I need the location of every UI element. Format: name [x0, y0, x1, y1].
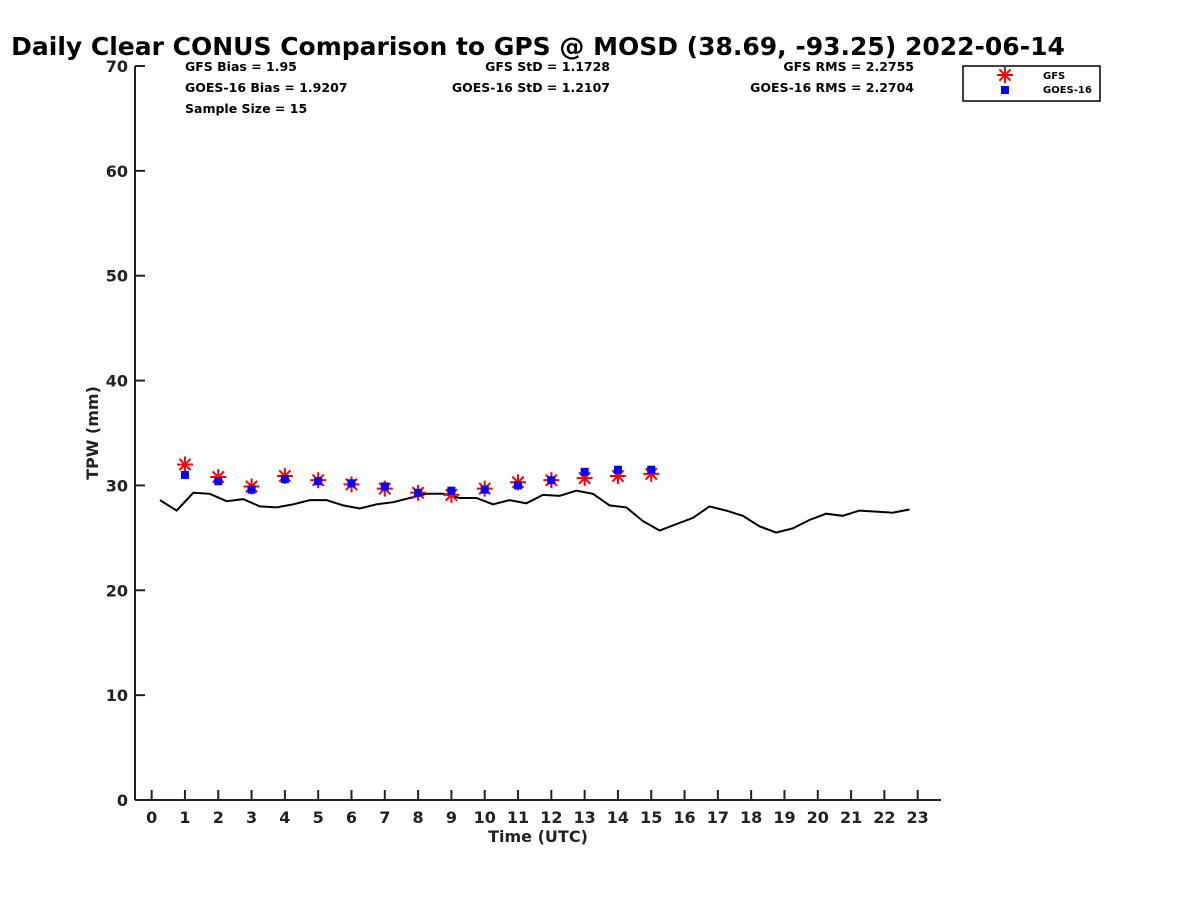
goes16-point — [314, 477, 323, 486]
y-tick-label: 70 — [106, 57, 128, 76]
goes-std-text: GOES-16 StD = 1.2107 — [452, 80, 610, 95]
goes16-point — [347, 479, 356, 488]
gfs-std-text: GFS StD = 1.1728 — [485, 59, 610, 74]
x-tick-label: 18 — [740, 808, 762, 827]
goes16-point — [214, 477, 223, 486]
x-axis-ticks: 0 1 2 3 4 5 6 7 8 9 10 11 12 13 14 15 16 17 18 19 20 21 22 23 — [146, 790, 929, 827]
y-tick-label: 30 — [106, 476, 128, 495]
goes16-point — [514, 481, 523, 490]
x-tick-label: 10 — [474, 808, 496, 827]
y-tick-label: 0 — [117, 791, 128, 810]
goes16-point — [380, 482, 389, 491]
x-tick-label: 16 — [673, 808, 695, 827]
y-tick-label: 10 — [106, 686, 128, 705]
y-axis-label: TPW (mm) — [83, 386, 102, 480]
x-tick-label: 12 — [540, 808, 562, 827]
y-tick-label: 50 — [106, 267, 128, 286]
x-tick-label: 23 — [907, 808, 929, 827]
x-tick-label: 2 — [213, 808, 224, 827]
x-tick-label: 21 — [840, 808, 862, 827]
x-tick-label: 1 — [179, 808, 190, 827]
gfs-bias-text: GFS Bias = 1.95 — [185, 59, 297, 74]
x-tick-label: 20 — [807, 808, 829, 827]
y-axis-ticks: 0 10 20 30 40 50 60 70 — [106, 57, 145, 810]
goes-bias-text: GOES-16 Bias = 1.9207 — [185, 80, 347, 95]
x-tick-label: 7 — [379, 808, 390, 827]
legend-gfs-label: GFS — [1043, 71, 1065, 82]
x-tick-label: 0 — [146, 808, 157, 827]
goes-rms-text: GOES-16 RMS = 2.2704 — [750, 80, 914, 95]
x-tick-label: 13 — [573, 808, 595, 827]
legend-gfs-marker — [997, 67, 1013, 83]
y-tick-label: 60 — [106, 162, 128, 181]
goes16-point — [480, 485, 489, 494]
chart-title: Daily Clear CONUS Comparison to GPS @ MO… — [11, 32, 1065, 61]
goes16-point — [547, 476, 556, 485]
goes16-point — [280, 475, 289, 484]
x-tick-label: 9 — [446, 808, 457, 827]
x-tick-label: 3 — [246, 808, 257, 827]
gfs-point — [176, 456, 193, 473]
legend-gfs-star — [997, 67, 1013, 83]
goes16-point — [247, 485, 256, 494]
x-tick-label: 4 — [279, 808, 290, 827]
gfs-rms-text: GFS RMS = 2.2755 — [783, 59, 914, 74]
x-tick-label: 19 — [773, 808, 795, 827]
x-tick-label: 6 — [346, 808, 357, 827]
legend: GFS GOES-16 — [962, 65, 1101, 102]
legend-box — [962, 65, 1101, 102]
x-tick-label: 22 — [873, 808, 895, 827]
goes16-series — [180, 465, 656, 497]
stats-block: GFS Bias = 1.95 GOES-16 Bias = 1.9207 Sa… — [185, 59, 914, 116]
x-axis-label: Time (UTC) — [488, 827, 588, 846]
goes16-point — [414, 488, 423, 497]
x-tick-label: 15 — [640, 808, 662, 827]
legend-goes16-label: GOES-16 — [1043, 85, 1092, 96]
goes16-point — [647, 465, 656, 474]
goes16-point — [180, 470, 189, 479]
legend-goes16-marker — [1001, 86, 1009, 94]
gps-series — [159, 489, 910, 534]
goes16-point — [613, 465, 622, 474]
x-tick-label: 11 — [507, 808, 529, 827]
sample-size-text: Sample Size = 15 — [185, 101, 307, 116]
goes16-point — [580, 467, 589, 476]
x-tick-label: 17 — [707, 808, 729, 827]
x-tick-label: 14 — [607, 808, 629, 827]
x-tick-label: 8 — [413, 808, 424, 827]
goes16-point — [447, 486, 456, 495]
y-tick-label: 40 — [106, 372, 128, 391]
y-tick-label: 20 — [106, 581, 128, 600]
x-tick-label: 5 — [313, 808, 324, 827]
gps-line — [159, 489, 910, 534]
